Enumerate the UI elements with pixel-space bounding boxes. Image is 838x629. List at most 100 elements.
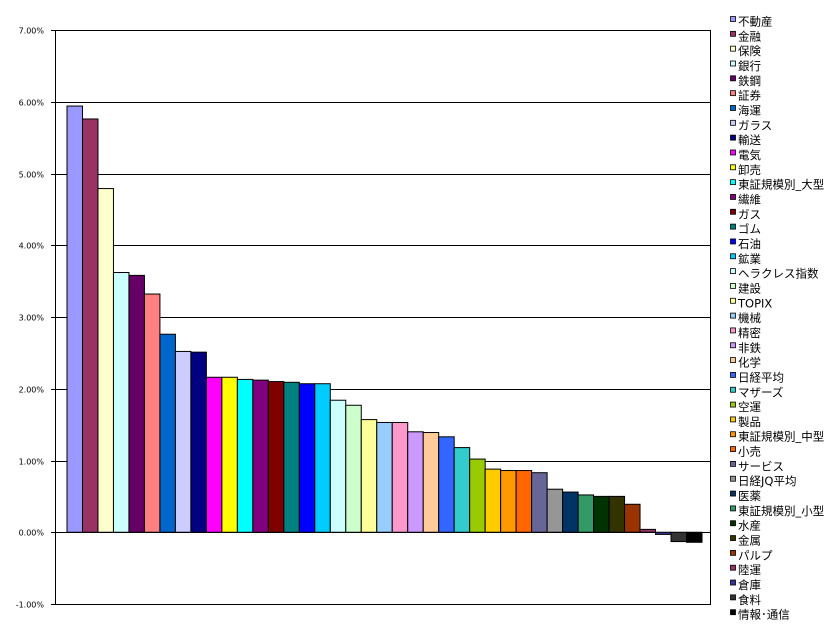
bar-26 [453, 447, 471, 533]
bar-10 [205, 376, 223, 533]
bar-5 [128, 274, 145, 533]
legend-label: 石油 [738, 237, 761, 251]
bar-16 [298, 383, 316, 533]
legend-swatch [730, 268, 736, 275]
bar-33 [562, 491, 579, 533]
legend-swatch [730, 297, 736, 304]
legend-label: 情報･通信 [738, 608, 790, 622]
legend-label: 東証規模別_中型 [738, 430, 824, 444]
legend-swatch [730, 119, 736, 126]
y-tick-label: 3.00% [19, 314, 45, 323]
bar-35 [593, 495, 610, 533]
legend-label: 製品 [738, 415, 761, 429]
legend-label: ゴム [738, 222, 761, 236]
legend-label: ヘラクレス指数 [738, 267, 819, 281]
bar-38 [639, 528, 657, 533]
legend-swatch [730, 594, 736, 601]
legend-label: パルプ [738, 548, 773, 562]
bar-12 [236, 378, 254, 533]
legend-swatch [730, 105, 736, 111]
legend-swatch [730, 16, 736, 22]
bar-8 [174, 350, 192, 533]
bar-14 [267, 381, 285, 533]
legend-swatch [730, 45, 736, 52]
legend-label: 日経平均 [738, 370, 784, 384]
legend-swatch [730, 194, 736, 200]
bar-36 [608, 495, 626, 533]
legend-swatch [730, 223, 736, 230]
legend-swatch [730, 431, 736, 438]
legend-label: 建設 [738, 281, 761, 295]
bar-25 [438, 436, 455, 533]
bar-9 [190, 351, 207, 533]
legend-swatch [730, 179, 736, 186]
legend-label: 証券 [738, 89, 761, 103]
legend-label: 電気 [738, 148, 761, 162]
legend-label: 鉱業 [738, 252, 761, 266]
bar-24 [422, 432, 440, 533]
legend-swatch [730, 90, 736, 97]
y-tick-label: 0.00% [19, 529, 45, 538]
legend-swatch [730, 372, 736, 378]
y-tick-label: 7.00% [19, 27, 45, 36]
y-tick-label: 5.00% [19, 171, 45, 180]
legend-label: ガス [738, 207, 761, 221]
legend-swatch [730, 164, 736, 171]
bar-30 [515, 470, 533, 533]
legend-label: 金属 [738, 534, 761, 548]
legend-swatch [730, 401, 736, 408]
legend-label: 非鉄 [738, 341, 761, 355]
legend-swatch [730, 60, 736, 67]
legend-label: ガラス [738, 118, 772, 132]
bar-7 [159, 333, 176, 533]
legend-label: 食料 [738, 593, 761, 607]
legend-label: 精密 [738, 326, 761, 340]
bar-19 [345, 404, 362, 533]
bar-28 [484, 468, 502, 533]
y-tick-label: 6.00% [19, 99, 45, 108]
legend-swatch [730, 520, 736, 527]
legend-label: 東証規模別_小型 [738, 504, 824, 518]
legend-label: サービス [738, 459, 784, 473]
legend-swatch [730, 475, 736, 482]
bar-11 [221, 376, 238, 533]
legend-swatch [730, 30, 736, 37]
legend-label: 海運 [738, 103, 761, 117]
legend-swatch [730, 75, 736, 82]
bar-27 [469, 458, 486, 533]
legend-label: 機械 [738, 311, 761, 325]
legend-label: 日経JQ平均 [738, 474, 796, 488]
bar-32 [546, 488, 564, 533]
legend-label: 空運 [738, 400, 761, 414]
legend-swatch [730, 416, 736, 423]
bar-22 [391, 421, 409, 533]
bar-18 [329, 399, 347, 533]
legend-label: 不動産 [738, 15, 773, 29]
legend-label: 輸送 [738, 133, 761, 147]
legend-swatch [730, 312, 736, 319]
legend-swatch [730, 460, 736, 467]
bar-1 [66, 105, 83, 533]
legend-label: 金融 [738, 29, 761, 43]
legend-swatch [730, 342, 736, 349]
legend-swatch [730, 564, 736, 571]
legend-swatch [730, 505, 736, 512]
legend-label: 繊維 [738, 192, 761, 206]
legend-label: 卸売 [738, 163, 761, 177]
legend-swatch [730, 283, 736, 289]
legend-swatch [730, 446, 736, 452]
bar-39 [655, 531, 672, 535]
bar-23 [407, 431, 424, 533]
bar-41 [686, 531, 703, 543]
bar-21 [376, 421, 393, 533]
bar-3 [97, 188, 114, 533]
bar-34 [577, 494, 595, 533]
bar-31 [531, 472, 548, 533]
legend-swatch [730, 238, 736, 245]
legend-swatch [730, 490, 736, 497]
legend-label: 医薬 [738, 489, 761, 503]
legend-swatch [730, 327, 736, 334]
legend-label: 銀行 [738, 59, 761, 73]
legend-label: 鉄鋼 [738, 74, 761, 88]
y-tick-label: 4.00% [19, 242, 45, 251]
